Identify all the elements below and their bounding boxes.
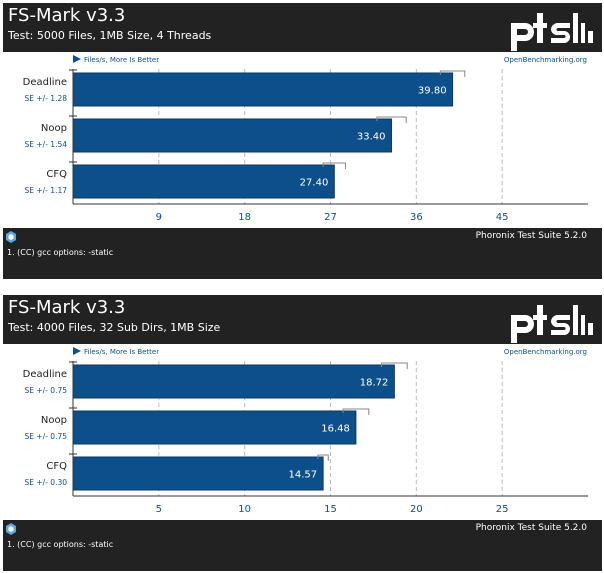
category-label: CFQ: [46, 461, 67, 472]
x-tick-label: 25: [496, 504, 509, 515]
bar: [72, 164, 335, 199]
bar-value-label: 16.48: [321, 424, 350, 435]
error-bar: [317, 454, 329, 461]
bar: [72, 456, 324, 491]
bar-value-label: 33.40: [357, 132, 386, 143]
x-tick-label: 27: [324, 212, 337, 223]
pts-badge-icon: [6, 523, 16, 535]
legend-arrow-icon: [73, 55, 81, 63]
se-label: SE +/- 1.28: [25, 94, 68, 103]
bar-value-label: 27.40: [300, 178, 329, 189]
legend-note: Files/s, More Is Better: [84, 348, 159, 356]
error-bar: [322, 162, 346, 169]
bar-value-label: 14.57: [288, 470, 317, 481]
source-label: OpenBenchmarking.org: [504, 56, 587, 64]
pts-badge-icon: [6, 231, 16, 243]
category-label: Noop: [41, 123, 67, 134]
category-label: Deadline: [23, 77, 67, 88]
x-tick-label: 20: [410, 504, 423, 515]
benchmark-panel: FS-Mark v3.3 Test: 4000 Files, 32 Sub Di…: [3, 295, 602, 571]
error-bar: [439, 70, 466, 77]
error-bar: [342, 408, 370, 415]
legend-arrow-icon: [73, 347, 81, 355]
category-label: Noop: [41, 415, 67, 426]
x-tick-label: 15: [324, 504, 337, 515]
category-label: CFQ: [46, 169, 67, 180]
bar: [72, 72, 454, 107]
x-tick-label: 10: [238, 504, 251, 515]
x-tick-label: 45: [496, 212, 509, 223]
x-tick-label: 18: [238, 212, 251, 223]
chart-subtitle: Test: 5000 Files, 1MB Size, 4 Threads: [8, 29, 212, 42]
bar: [72, 118, 393, 153]
pts-logo-icon: [511, 305, 593, 343]
footer-brand: Phoronix Test Suite 5.2.0: [475, 231, 587, 241]
error-bar: [376, 116, 407, 123]
se-label: SE +/- 0.75: [25, 386, 68, 395]
error-bar: [380, 362, 408, 369]
benchmark-panel: FS-Mark v3.3 Test: 5000 Files, 1MB Size,…: [3, 3, 602, 279]
x-tick-label: 5: [156, 504, 162, 515]
bar-chart: Files/s, More Is Better OpenBenchmarking.…: [23, 55, 588, 223]
category-label: Deadline: [23, 369, 67, 380]
footer-note: 1. (CC) gcc options: -static: [7, 248, 114, 257]
se-label: SE +/- 0.30: [25, 478, 68, 487]
plot-area: Files/s, More Is Better OpenBenchmarking.…: [3, 344, 602, 520]
footer-note: 1. (CC) gcc options: -static: [7, 540, 114, 549]
source-label: OpenBenchmarking.org: [504, 348, 587, 356]
pts-logo-icon: [511, 13, 593, 51]
se-label: SE +/- 1.17: [25, 186, 68, 195]
bar-value-label: 18.72: [360, 378, 389, 389]
x-tick-label: 36: [410, 212, 423, 223]
chart-title: FS-Mark v3.3: [8, 297, 126, 318]
footer-brand: Phoronix Test Suite 5.2.0: [475, 523, 587, 533]
bar-chart: Files/s, More Is Better OpenBenchmarking.…: [23, 347, 588, 515]
legend-note: Files/s, More Is Better: [84, 56, 159, 64]
bar-value-label: 39.80: [418, 86, 447, 97]
x-tick-label: 9: [156, 212, 162, 223]
chart-title: FS-Mark v3.3: [8, 5, 126, 26]
chart-subtitle: Test: 4000 Files, 32 Sub Dirs, 1MB Size: [8, 321, 221, 334]
bar: [72, 410, 357, 445]
se-label: SE +/- 0.75: [25, 432, 68, 441]
plot-area: Files/s, More Is Better OpenBenchmarking.…: [3, 52, 602, 228]
se-label: SE +/- 1.54: [25, 140, 68, 149]
bar: [72, 364, 395, 399]
